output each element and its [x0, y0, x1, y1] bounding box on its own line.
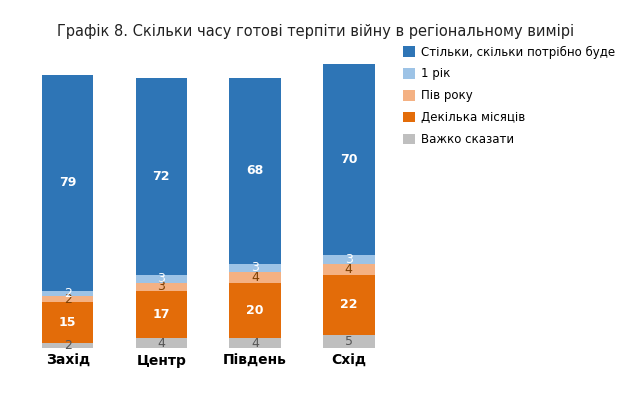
- Legend: Стільки, скільки потрібно буде, 1 рік, Пів року, Декілька місяців, Важко сказати: Стільки, скільки потрібно буде, 1 рік, П…: [403, 46, 615, 146]
- Text: 4: 4: [345, 263, 353, 276]
- Text: 2: 2: [64, 339, 71, 352]
- Text: 3: 3: [157, 280, 165, 293]
- Bar: [136, 291, 187, 337]
- Text: 4: 4: [157, 337, 165, 350]
- Text: 4: 4: [251, 337, 259, 350]
- Bar: [323, 255, 375, 264]
- Bar: [136, 274, 187, 283]
- Bar: [229, 264, 281, 272]
- Bar: [136, 78, 187, 274]
- Text: 20: 20: [246, 304, 264, 317]
- Bar: [323, 274, 375, 335]
- Bar: [42, 302, 93, 343]
- Text: 2: 2: [64, 293, 71, 306]
- Text: 17: 17: [153, 308, 170, 321]
- Text: 68: 68: [247, 164, 264, 177]
- Text: 3: 3: [157, 272, 165, 285]
- Text: 79: 79: [59, 177, 76, 189]
- Bar: [323, 264, 375, 274]
- Text: 3: 3: [345, 253, 353, 266]
- Text: 22: 22: [340, 298, 358, 311]
- Bar: [136, 283, 187, 291]
- Bar: [42, 291, 93, 297]
- Bar: [229, 272, 281, 283]
- Bar: [323, 335, 375, 348]
- Bar: [229, 337, 281, 348]
- Bar: [136, 337, 187, 348]
- Bar: [229, 78, 281, 264]
- Bar: [42, 297, 93, 302]
- Text: 2: 2: [64, 287, 71, 300]
- Text: 15: 15: [59, 316, 76, 329]
- Text: Графік 8. Скільки часу готові терпіти війну в регіональному вимірі: Графік 8. Скільки часу готові терпіти ві…: [57, 24, 574, 39]
- Bar: [229, 283, 281, 337]
- Text: 4: 4: [251, 271, 259, 284]
- Bar: [42, 75, 93, 291]
- Text: 70: 70: [340, 153, 358, 166]
- Bar: [323, 64, 375, 255]
- Text: 3: 3: [251, 261, 259, 274]
- Text: 72: 72: [153, 169, 170, 183]
- Text: 5: 5: [345, 335, 353, 348]
- Bar: [42, 343, 93, 348]
